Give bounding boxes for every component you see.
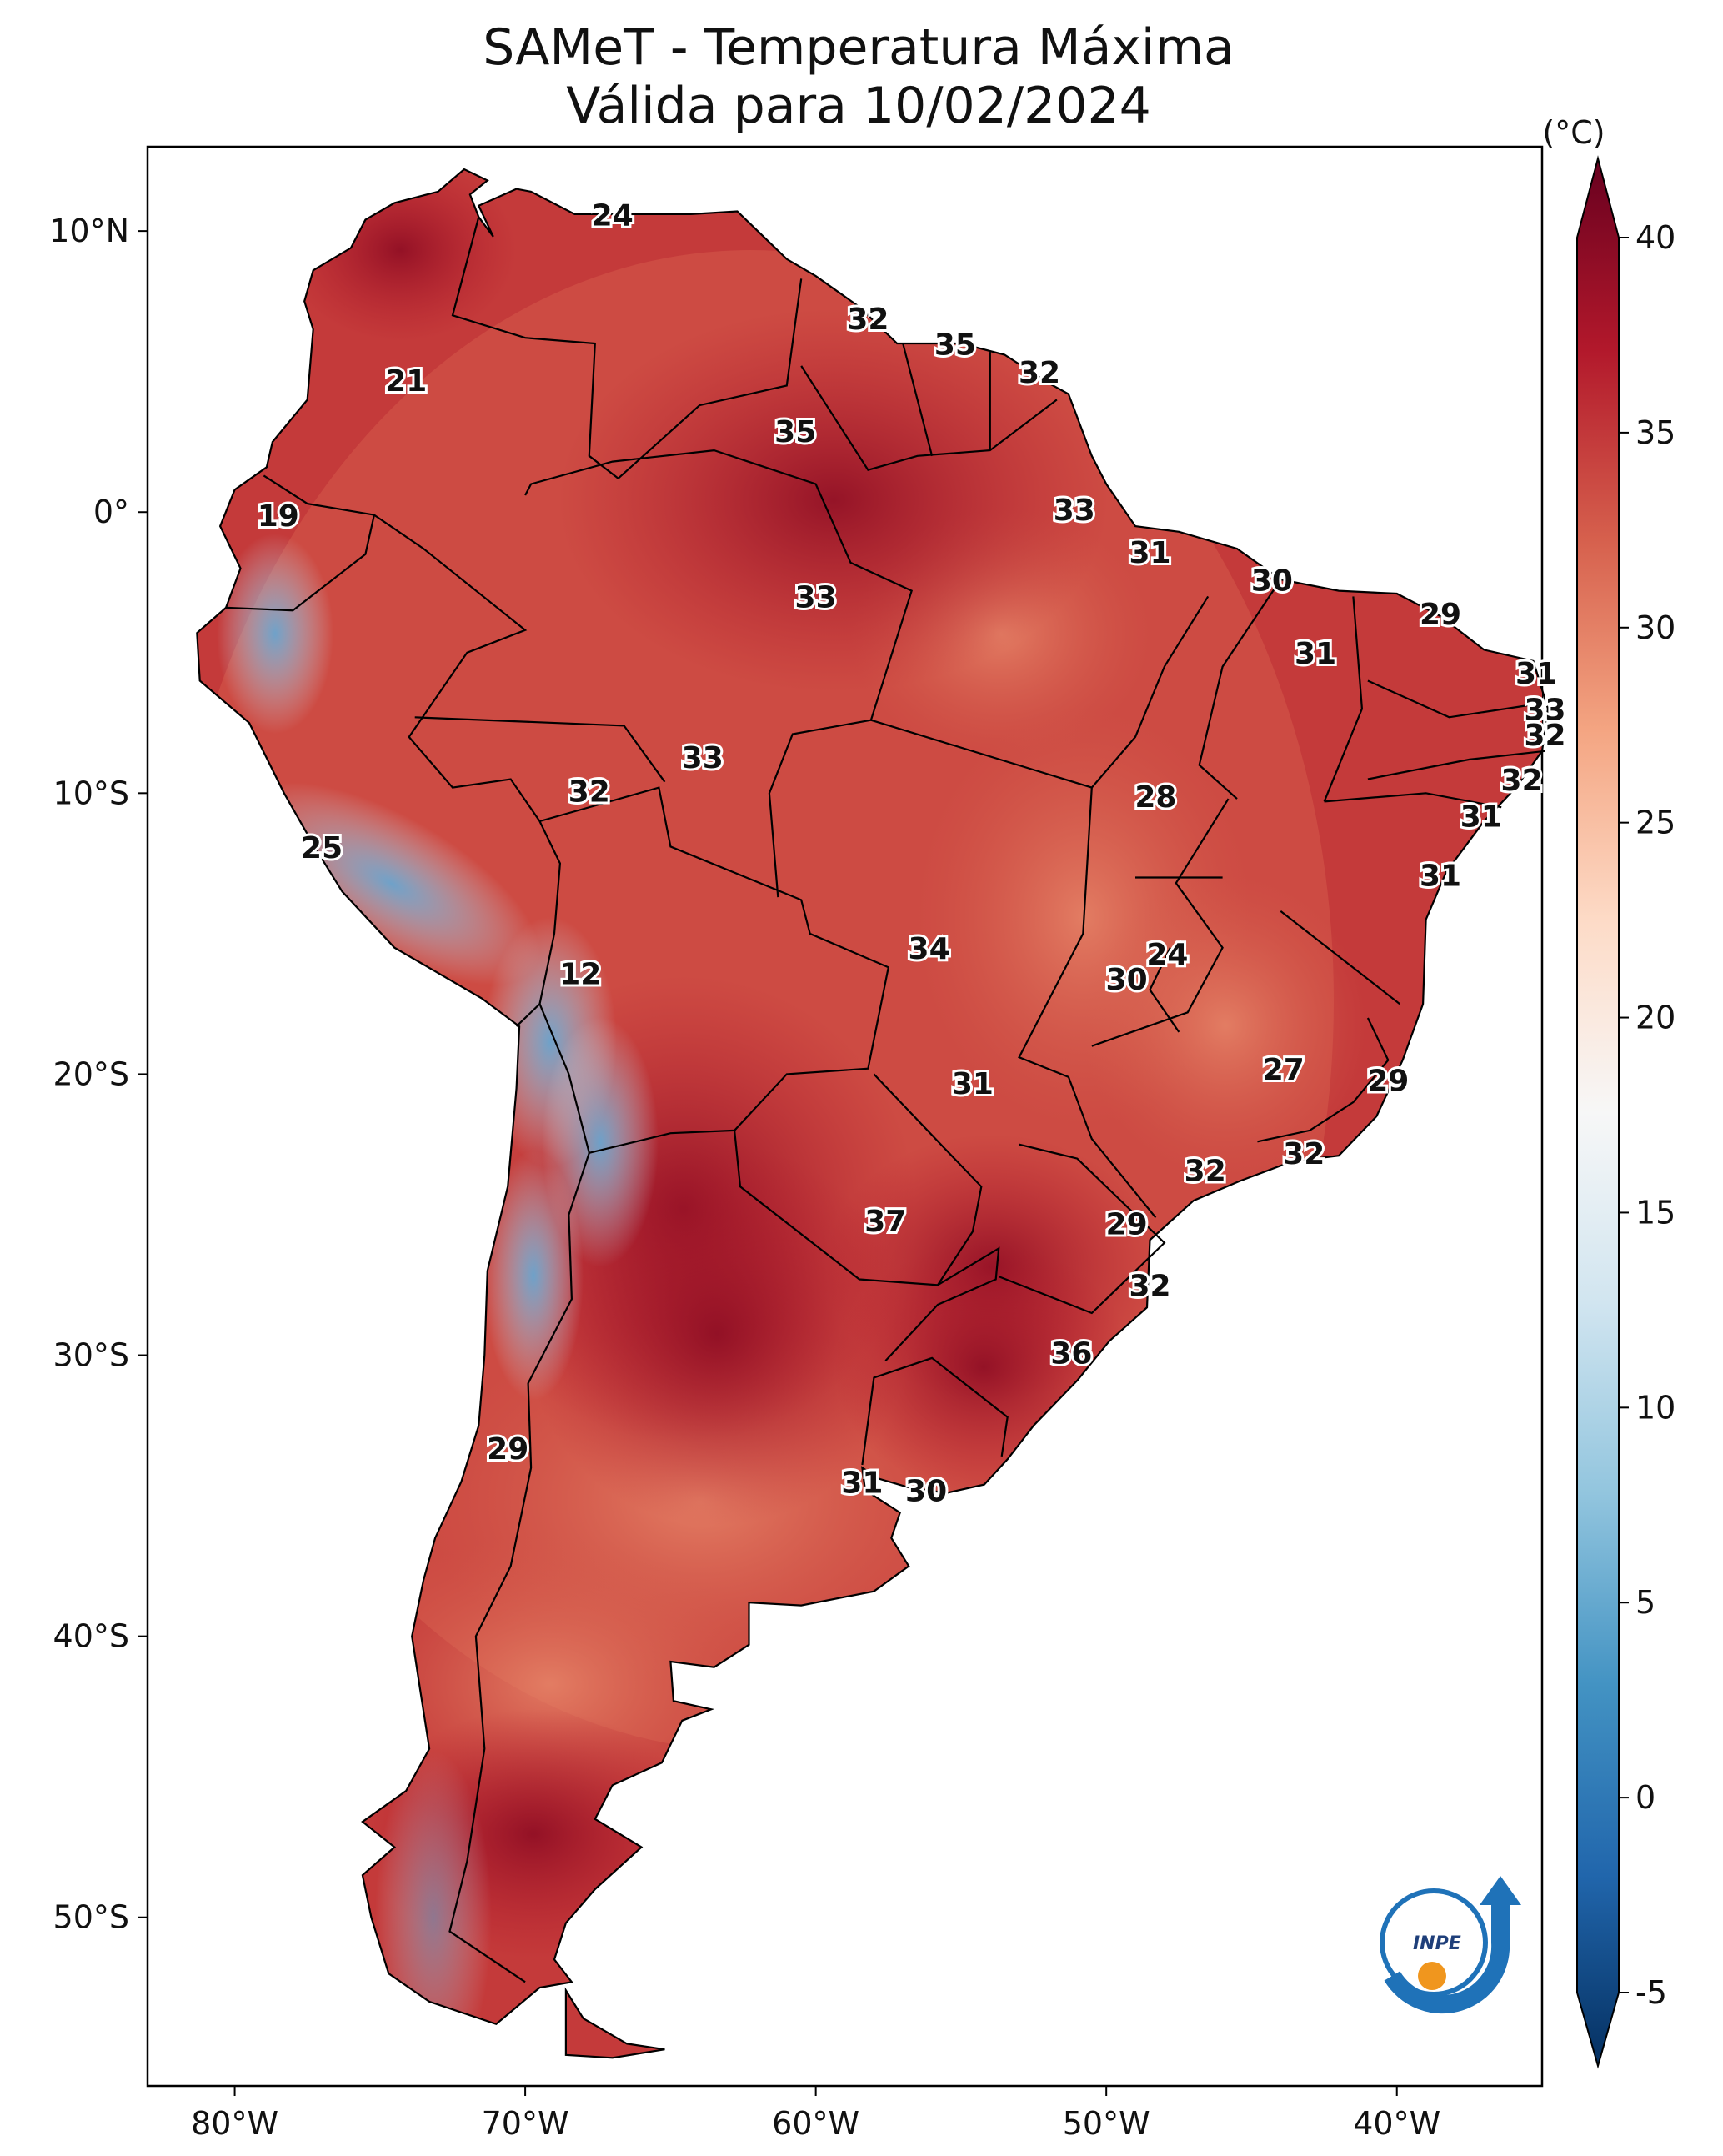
lon-tick-label: 40°W	[1353, 2105, 1440, 2142]
colorbar-tick-label: 40	[1635, 219, 1675, 256]
station-temperature-label: 33	[1524, 694, 1565, 728]
station-temperature-label: 30	[905, 1475, 947, 1509]
border-line	[524, 449, 914, 898]
station-temperature-label: 37	[864, 1205, 906, 1239]
colorbar-tick-label: 20	[1635, 1000, 1675, 1036]
colorbar-tick-label: 30	[1635, 609, 1675, 646]
station-temperature-label: 30	[1106, 963, 1148, 997]
colorbar-tick-label: 0	[1635, 1779, 1655, 1816]
colorbar-scale	[1576, 155, 1620, 2069]
station-temperature-label: 32	[1129, 1270, 1170, 1304]
lat-tick-label: 0°	[93, 494, 129, 530]
station-temperature-label: 35	[774, 415, 816, 449]
lat-tick-label: 10°N	[49, 213, 129, 249]
map-title-line-1: SAMeT - Temperatura Máxima	[483, 18, 1235, 77]
coastline	[196, 168, 1550, 2059]
station-temperature-label: 25	[301, 831, 343, 865]
border-line	[373, 514, 562, 1027]
lat-tick-label: 10°S	[53, 775, 129, 811]
border-line	[734, 1073, 983, 1286]
station-temperature-label: 33	[682, 741, 724, 775]
border-line	[414, 716, 666, 783]
colorbar-tick-label: -5	[1635, 1974, 1667, 2011]
station-temperature-label: 29	[487, 1432, 528, 1467]
colorbar: (°C) 40 35 30 25 20 15 10 5 0 -5	[1542, 114, 1675, 2069]
station-temperature-label: 35	[934, 328, 976, 362]
colorbar-tick-label: 15	[1635, 1194, 1675, 1231]
station-temperature-label: 32	[1185, 1154, 1226, 1188]
station-temperature-label: 21	[385, 364, 427, 399]
border-line	[1324, 792, 1502, 809]
lat-tick-label: 30°S	[53, 1337, 129, 1374]
colorbar-unit: (°C)	[1542, 114, 1605, 151]
station-temperature-label: 24	[1146, 938, 1188, 972]
station-temperature-label: 32	[1501, 764, 1543, 798]
colorbar-tick-label: 25	[1635, 805, 1675, 841]
lon-tick-label: 50°W	[1063, 2105, 1150, 2142]
inpe-logo: INPE	[1380, 1876, 1521, 2014]
border-line	[1367, 679, 1543, 719]
station-temperature-label: 34	[909, 932, 950, 966]
border-line	[861, 1356, 1009, 1466]
border-line	[998, 1143, 1166, 1315]
station-temperature-label: 19	[258, 499, 299, 534]
lon-tick-label: 70°W	[482, 2105, 569, 2142]
lat-tick-label: 40°S	[53, 1618, 129, 1655]
border-line	[1018, 787, 1157, 1219]
lat-tick-label: 50°S	[53, 1899, 129, 1936]
border-line	[1367, 750, 1545, 780]
station-temperature-label: 29	[1106, 1208, 1148, 1242]
border-line	[1280, 910, 1400, 1005]
border-line	[870, 595, 1210, 789]
border-line	[1149, 947, 1180, 1033]
lat-tick-label: 20°S	[53, 1055, 129, 1092]
station-temperature-label: 29	[1367, 1065, 1409, 1099]
colorbar-tick-label: 5	[1635, 1584, 1655, 1621]
station-temperature-label: 32	[1019, 356, 1060, 390]
station-temperature-label: 12	[559, 957, 601, 991]
svg-text:INPE: INPE	[1413, 1933, 1461, 1954]
station-temperature-label: 31	[1515, 657, 1557, 691]
station-temperature-label: 31	[1129, 536, 1170, 570]
border-line	[800, 365, 1058, 471]
station-temperature-label: 32	[568, 775, 610, 809]
station-temperature-label: 31	[1295, 637, 1336, 671]
border-line	[902, 343, 934, 457]
border-line	[448, 1152, 590, 1983]
station-temperature-label: 30	[1251, 564, 1293, 599]
station-temperature-label: 33	[1054, 494, 1095, 528]
station-temperature-label: 32	[847, 303, 889, 337]
station-temperature-label: 31	[952, 1067, 994, 1101]
map-axes: 80°W 70°W 60°W 50°W 40°W 10°N 0° 10°S 20°S 30°S 40…	[49, 213, 1440, 2142]
station-temperature-label: 33	[795, 581, 837, 615]
country-borders	[196, 168, 1550, 2059]
border-line	[451, 217, 619, 479]
lon-tick-label: 60°W	[772, 2105, 859, 2142]
station-temperature-label: 31	[841, 1467, 883, 1501]
station-temperature-label: 32	[1524, 719, 1565, 753]
colorbar-tick-label: 10	[1635, 1389, 1675, 1426]
station-temperature-label: 31	[1460, 800, 1502, 835]
border-line	[226, 474, 376, 612]
station-temperature-label: 31	[1420, 860, 1461, 894]
border-line	[884, 1246, 1000, 1362]
map-title-line-2: Válida para 10/02/2024	[566, 77, 1151, 135]
station-temperature-label: 27	[1263, 1053, 1305, 1087]
station-temperature-label: 29	[1420, 598, 1461, 632]
station-temperature-label: 24	[592, 198, 634, 233]
border-line	[1091, 798, 1230, 1047]
station-temperature-label: 36	[1050, 1337, 1092, 1371]
border-line	[617, 278, 803, 479]
border-line	[1198, 579, 1282, 800]
station-temperature-label: 32	[1283, 1137, 1325, 1171]
lon-tick-label: 80°W	[191, 2105, 278, 2142]
colorbar-tick-label: 35	[1635, 414, 1675, 451]
border-line	[1323, 596, 1364, 802]
station-temperature-label: 28	[1134, 780, 1176, 815]
border-line	[1257, 1017, 1390, 1143]
